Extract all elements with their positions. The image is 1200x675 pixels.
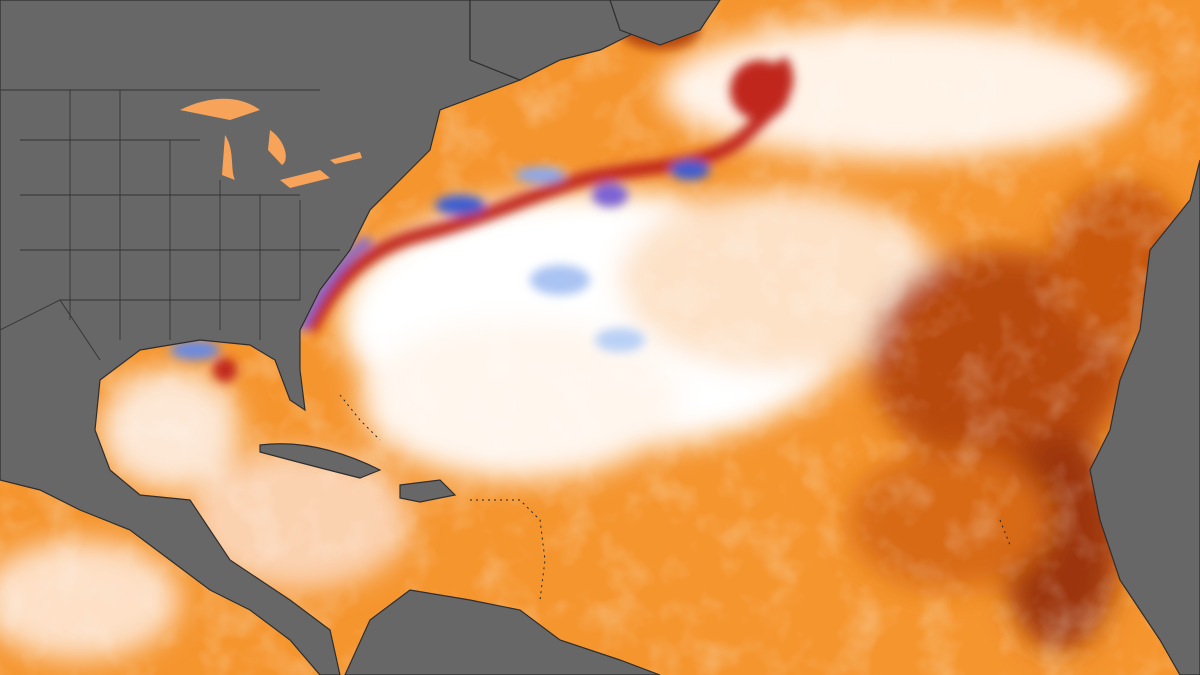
borders <box>0 89 340 361</box>
island-outlines <box>339 394 1011 601</box>
great-lakes <box>180 98 362 188</box>
